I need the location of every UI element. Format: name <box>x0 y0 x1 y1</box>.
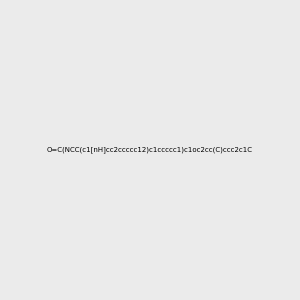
Text: O=C(NCC(c1[nH]cc2ccccc12)c1ccccc1)c1oc2cc(C)ccc2c1C: O=C(NCC(c1[nH]cc2ccccc12)c1ccccc1)c1oc2c… <box>47 147 253 153</box>
